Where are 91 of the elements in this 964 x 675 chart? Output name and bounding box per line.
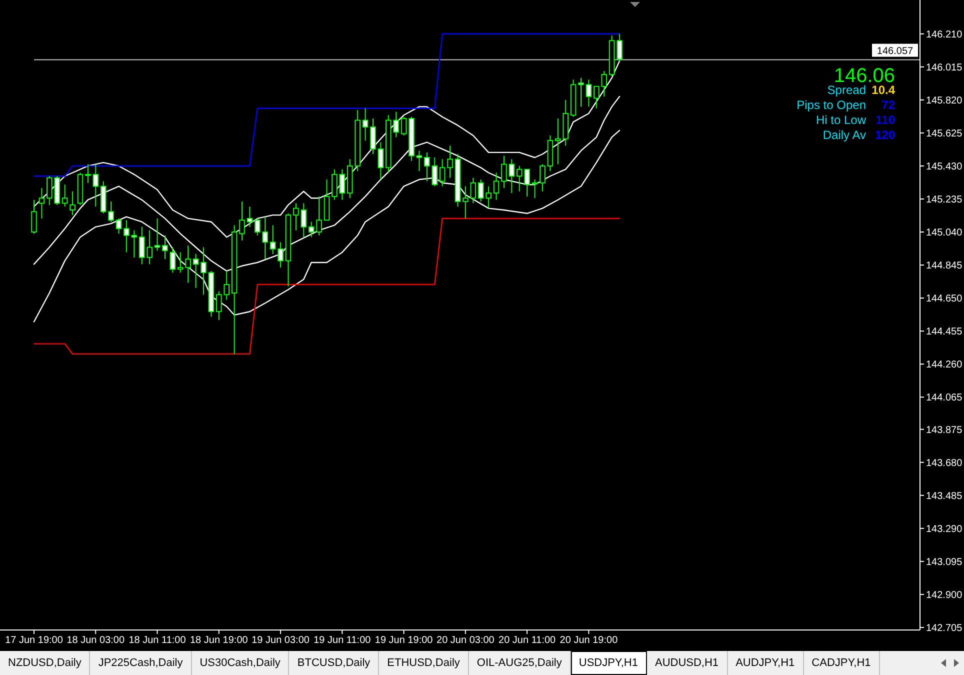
ref-line-label: 146.057 — [876, 46, 914, 57]
annotation: 72 — [882, 98, 896, 112]
y-tick-label: 143.290 — [926, 524, 963, 535]
candlestick — [192, 254, 199, 288]
text: JP225Cash,Daily — [90, 651, 192, 675]
y-tick-label: 142.705 — [926, 622, 963, 634]
candlestick — [270, 224, 276, 255]
candlestick — [108, 201, 114, 222]
text: US30Cash,Daily — [192, 651, 290, 675]
candlestick — [462, 186, 468, 219]
x-tick-label: 17 Jun 19:00 — [5, 635, 64, 646]
y-tick-label: 144.455 — [926, 326, 963, 338]
text: AUDJPY,H1 — [728, 651, 804, 675]
candlestick — [470, 177, 476, 204]
candlestick — [162, 234, 168, 260]
candlestick — [293, 202, 299, 231]
y-tick-label: 144.065 — [926, 392, 963, 404]
annotation: 110 — [876, 113, 896, 127]
candlestick — [278, 242, 284, 268]
x-tick-label: 20 Jun 03:00 — [436, 635, 495, 646]
annotation: 120 — [874, 128, 896, 142]
candlestick — [138, 226, 145, 265]
text: AUDUSD,H1 — [646, 651, 728, 675]
candlestick — [38, 187, 45, 219]
candlestick — [131, 230, 138, 258]
y-tick-label: 145.040 — [926, 228, 963, 239]
candlestick — [508, 158, 515, 194]
annotation: Pips to Open — [796, 98, 866, 112]
text: CADJPY,H1 — [804, 651, 880, 675]
y-tick-label: 144.260 — [926, 360, 963, 371]
candlestick — [362, 108, 368, 142]
y-tick-label: 144.845 — [926, 260, 963, 272]
candlestick — [486, 186, 492, 209]
candlestick — [370, 118, 376, 155]
candlestick — [70, 190, 76, 216]
annotation: 10.4 — [872, 83, 896, 97]
annotation: Spread — [827, 83, 866, 97]
text: BTCUSD,Daily — [289, 651, 380, 675]
x-tick-label: 20 Jun 11:00 — [498, 635, 556, 646]
y-tick-label: 143.875 — [926, 424, 963, 436]
x-tick-label: 19 Jun 19:00 — [374, 635, 434, 646]
candlestick — [447, 145, 453, 178]
x-tick-label: 20 Jun 19:00 — [560, 635, 618, 646]
x-tick-label: 18 Jun 03:00 — [66, 635, 125, 646]
y-tick-label: 143.680 — [926, 458, 963, 469]
x-tick-label: 19 Jun 03:00 — [252, 635, 310, 646]
candlestick — [239, 201, 245, 241]
candlestick — [124, 220, 130, 253]
candlestick — [116, 218, 122, 234]
y-tick-label: 144.650 — [926, 294, 963, 305]
y-tick-label: 146.015 — [926, 62, 963, 74]
y-tick-label: 145.820 — [926, 95, 963, 106]
y-tick-label: 145.235 — [926, 194, 963, 206]
candlestick — [586, 79, 592, 108]
candlestick — [324, 179, 330, 221]
candlestick — [332, 168, 338, 200]
candlestick — [493, 172, 500, 200]
y-tick-label: 143.095 — [926, 556, 963, 568]
candlestick — [578, 77, 584, 108]
candlestick — [501, 155, 507, 188]
y-tick-label: 143.485 — [926, 490, 963, 502]
candlestick — [400, 116, 407, 136]
y-tick-label: 145.625 — [926, 128, 963, 140]
annotation: Hi to Low — [816, 113, 866, 127]
candlestick — [540, 164, 546, 192]
annotation: Daily Av — [822, 128, 866, 142]
candlestick — [339, 168, 346, 200]
candlestick — [439, 158, 446, 187]
candlestick — [378, 142, 384, 180]
candlestick — [316, 196, 322, 236]
text: OIL-AUG25,Daily — [468, 651, 571, 675]
x-tick-label: 19 Jun 11:00 — [314, 635, 372, 646]
text: USDJPY,H1 — [570, 651, 647, 675]
x-tick-label: 18 Jun 19:00 — [190, 635, 248, 646]
y-tick-label: 145.430 — [926, 161, 963, 172]
candlestick — [532, 179, 538, 199]
candlestick — [416, 150, 422, 172]
candlestick — [246, 206, 253, 228]
candlestick — [31, 199, 37, 234]
candlestick — [146, 230, 152, 265]
candlestick — [308, 221, 314, 238]
text: NZDUSD,Daily — [0, 651, 90, 675]
candlestick — [478, 179, 484, 202]
y-tick-label: 142.900 — [926, 590, 963, 601]
candlestick — [154, 218, 160, 252]
x-tick-label: 18 Jun 11:00 — [128, 635, 186, 646]
candlestick — [62, 184, 68, 208]
text: ETHUSD,Daily — [379, 651, 469, 675]
candlestick — [300, 202, 307, 238]
candlestick — [170, 246, 176, 274]
y-tick-label: 146.210 — [926, 29, 963, 40]
